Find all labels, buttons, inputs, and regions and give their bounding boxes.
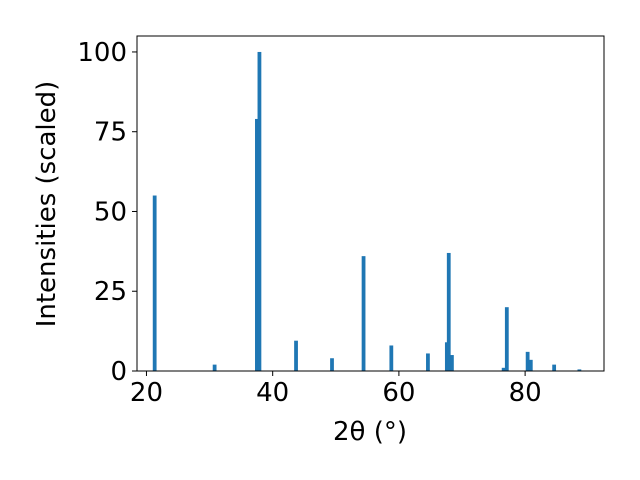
y-tick-label: 75	[94, 118, 127, 148]
bars-group	[152, 51, 582, 371]
bar	[525, 351, 530, 371]
y-tick-label: 25	[94, 277, 127, 307]
plot-background	[137, 36, 604, 371]
x-axis-ticks: 20 40 60 80	[130, 371, 542, 408]
y-tick-label: 50	[94, 197, 127, 227]
x-tick-label: 20	[130, 378, 163, 408]
bar	[450, 355, 454, 371]
bar	[528, 359, 533, 371]
bar	[255, 118, 259, 371]
bar	[294, 340, 298, 371]
x-tick-label: 80	[509, 378, 542, 408]
x-tick-label: 60	[382, 378, 415, 408]
bar	[257, 51, 262, 371]
y-tick-label: 0	[110, 357, 127, 387]
bar	[361, 256, 366, 371]
bar	[426, 353, 430, 371]
bar	[501, 367, 506, 371]
bar	[446, 252, 451, 371]
plot-frame	[136, 35, 605, 372]
y-axis-label: Intensities (scaled)	[32, 81, 62, 328]
bar	[504, 307, 509, 371]
y-axis-ticks: 0 25 50 75 100	[77, 38, 137, 387]
bar	[577, 369, 582, 371]
bar	[330, 358, 334, 371]
x-tick-label: 40	[256, 378, 289, 408]
x-axis-label: 2θ (°)	[333, 417, 407, 447]
bar	[152, 195, 157, 371]
bar	[552, 364, 557, 371]
bar	[389, 345, 394, 371]
y-tick-label: 100	[77, 38, 127, 68]
bar	[212, 364, 217, 371]
